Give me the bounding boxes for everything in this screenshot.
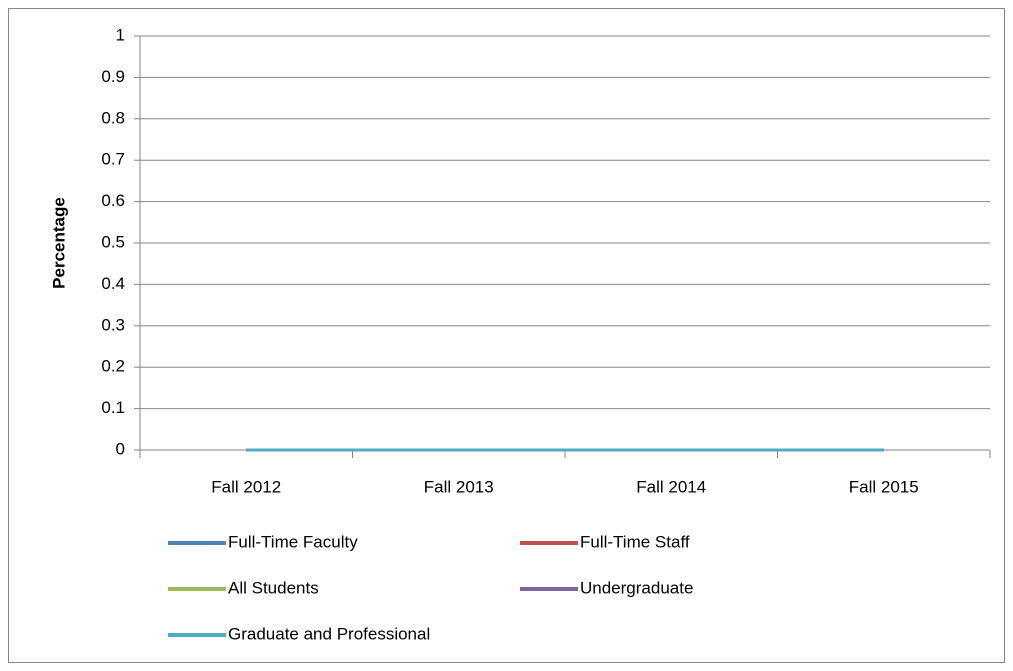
y-tick-label: 1 (116, 25, 125, 44)
y-tick-label: 0.9 (101, 67, 125, 86)
legend-label: Full-Time Faculty (228, 532, 358, 551)
legend-label: All Students (228, 578, 319, 597)
y-tick-label: 0 (116, 439, 125, 458)
y-tick-label: 0.5 (101, 232, 125, 251)
legend-label: Full-Time Staff (580, 532, 690, 551)
y-tick-label: 0.1 (101, 398, 125, 417)
legend-label: Undergraduate (580, 578, 693, 597)
y-tick-label: 0.8 (101, 108, 125, 127)
y-tick-label: 0.7 (101, 150, 125, 169)
x-tick-label: Fall 2012 (211, 477, 281, 496)
legend-label: Graduate and Professional (228, 624, 430, 643)
y-tick-label: 0.2 (101, 357, 125, 376)
y-tick-label: 0.3 (101, 315, 125, 334)
y-tick-label: 0.6 (101, 191, 125, 210)
chart-border (8, 8, 1005, 663)
x-tick-label: Fall 2015 (849, 477, 919, 496)
y-tick-label: 0.4 (101, 274, 125, 293)
y-axis-label: Percentage (49, 197, 68, 289)
x-tick-label: Fall 2013 (424, 477, 494, 496)
x-tick-label: Fall 2014 (636, 477, 706, 496)
